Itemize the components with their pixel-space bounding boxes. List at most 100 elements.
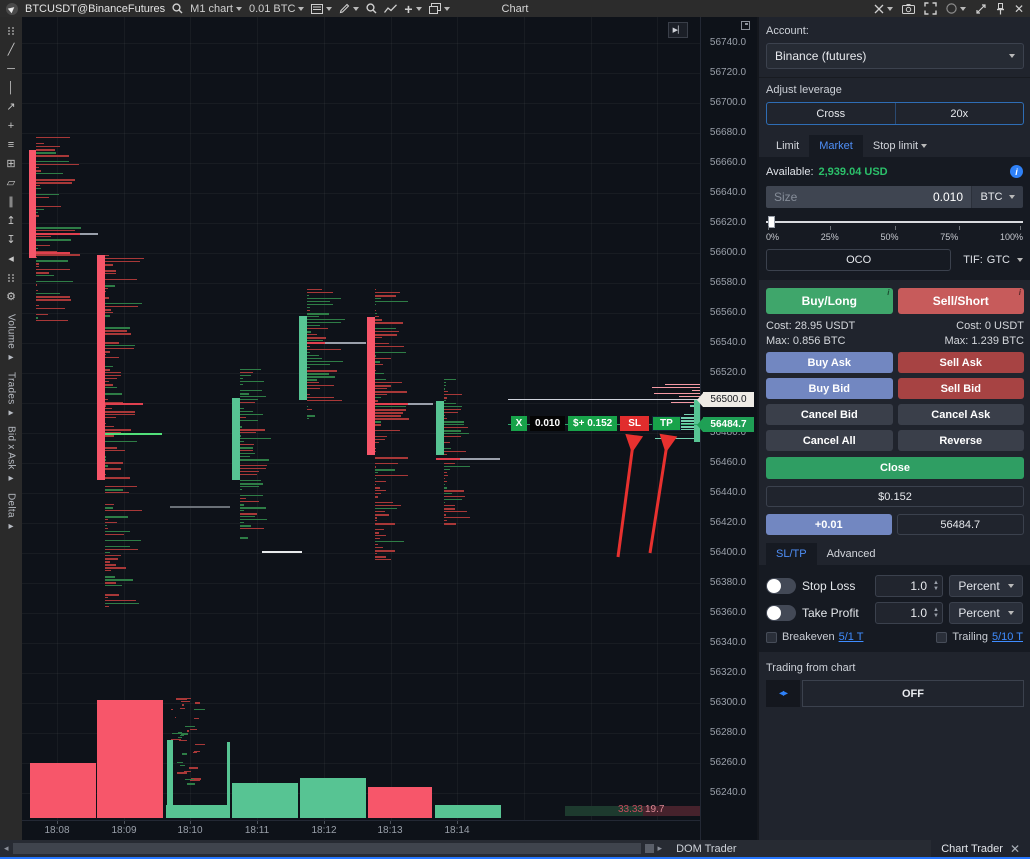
trend-line-tool-icon[interactable]: ╱ — [7, 44, 15, 56]
stop-loss-button[interactable]: SL — [620, 416, 650, 431]
chart-trader-tab[interactable]: Chart Trader ✕ — [931, 840, 1030, 857]
symbol-label[interactable]: BTCUSDT@BinanceFutures — [25, 2, 166, 15]
profile-up-tool-icon[interactable]: ↥ — [6, 215, 16, 227]
trading-from-chart-arrows-icon[interactable]: ◂▸ — [766, 680, 800, 707]
close-icon[interactable]: ✕ — [1009, 841, 1020, 856]
stop-loss-input[interactable]: 1.0 ▲ ▼ — [875, 575, 943, 597]
poc-line — [170, 506, 230, 508]
aggregation-select[interactable]: 0.01 BTC — [249, 1, 305, 16]
cancel-bid-button[interactable]: Cancel Bid — [766, 404, 893, 425]
volume-profile-tool-icon[interactable]: ≡ — [7, 138, 15, 151]
pin-icon[interactable] — [996, 1, 1005, 16]
composite-profile-tool-icon[interactable]: ⊞ — [6, 158, 16, 170]
take-profit-button[interactable]: TP — [652, 416, 681, 431]
margin-mode-button[interactable]: Cross — [767, 103, 896, 124]
cancel-all-button[interactable]: Cancel All — [766, 430, 893, 451]
chart-plot[interactable]: ▶▏ X 0.010 $+ 0.152 SL TP 33.33 19.7 — [22, 17, 700, 820]
symbol-link-circle-icon[interactable] — [946, 1, 966, 16]
tab-stop-limit[interactable]: Stop limit — [863, 135, 937, 157]
breakeven-link[interactable]: 5/1 T — [838, 631, 864, 643]
pnl-field[interactable]: $0.152 — [766, 486, 1024, 507]
settings-gear-icon[interactable]: ⚙ — [6, 291, 16, 303]
horizontal-scrollbar[interactable] — [12, 843, 641, 854]
fullscreen-icon[interactable] — [924, 1, 937, 16]
tif-select[interactable]: TIF: GTC — [963, 254, 1023, 266]
misc-tools-icon[interactable] — [975, 1, 987, 16]
take-profit-input[interactable]: 1.0 ▲ ▼ — [875, 602, 943, 624]
stop-loss-toggle[interactable] — [766, 578, 796, 594]
windows-icon[interactable] — [428, 1, 450, 16]
bottom-panel-volume[interactable]: Volume ▸ — [5, 314, 17, 364]
sell-short-button[interactable]: Sell/Short i — [897, 288, 1024, 314]
info-icon[interactable]: i — [1010, 165, 1023, 178]
tab-sltp[interactable]: SL/TP — [766, 543, 817, 565]
sell-ask-button[interactable]: Sell Ask — [897, 352, 1024, 373]
go-to-latest-button[interactable]: ▶▏ — [668, 22, 688, 38]
tab-limit[interactable]: Limit — [776, 140, 800, 152]
account-select[interactable]: Binance (futures) — [766, 43, 1024, 69]
app-logo-icon[interactable] — [6, 2, 18, 15]
camera-icon[interactable] — [901, 1, 915, 16]
link-cursor-icon[interactable] — [874, 1, 893, 16]
tab-market[interactable]: Market — [809, 135, 863, 157]
cancel-ask-button[interactable]: Cancel Ask — [897, 404, 1024, 425]
size-field[interactable]: Size 0.010 BTC — [766, 186, 1023, 208]
time-axis[interactable]: 18:08 18:09 18:10 18:11 18:12 18:13 18:14 — [22, 820, 700, 840]
footprint-mark — [679, 396, 700, 397]
buy-ask-button[interactable]: Buy Ask — [766, 352, 893, 373]
slider-thumb[interactable] — [768, 216, 775, 228]
bottom-panel-trades[interactable]: Trades ▸ — [5, 371, 17, 419]
scroll-left-icon[interactable]: ◂ — [4, 843, 9, 853]
vertical-line-tool-icon[interactable]: │ — [7, 81, 15, 94]
breakeven-checkbox[interactable] — [766, 631, 777, 643]
cross-tool-icon[interactable]: + — [7, 119, 15, 132]
scroll-right-icon[interactable]: ▸ — [657, 843, 663, 853]
trading-from-chart-off-button[interactable]: OFF — [802, 680, 1024, 707]
window-title: Chart — [501, 2, 529, 15]
position-close-button[interactable]: X — [511, 416, 527, 431]
order-price-field[interactable]: 56484.7 — [896, 514, 1024, 535]
arrow-tool-icon[interactable]: ↗ — [6, 101, 16, 113]
add-icon[interactable]: + — [404, 1, 422, 16]
trailing-link[interactable]: 5/10 T — [992, 631, 1023, 643]
dom-trader-tab[interactable]: DOM Trader — [676, 842, 737, 855]
stepper-icons[interactable]: ▲ ▼ — [933, 607, 939, 619]
size-slider[interactable] — [766, 215, 1023, 231]
zoom-icon[interactable] — [366, 1, 377, 16]
price-axis[interactable]: 56500.0 56484.7 56740.0 56720.0 56700.0 566… — [697, 17, 755, 840]
bottom-panel-bid-x-ask[interactable]: Bid x Ask ▸ — [5, 426, 17, 485]
buy-long-button[interactable]: Buy/Long i — [766, 288, 893, 314]
panels-icon[interactable] — [311, 1, 333, 16]
timeframe-select[interactable]: M1 chart — [190, 1, 242, 16]
stop-loss-unit-select[interactable]: Percent — [949, 575, 1023, 597]
drag-handle-icon[interactable] — [2, 268, 20, 287]
stepper-icons[interactable]: ▲ ▼ — [933, 580, 939, 592]
collapse-icon-icon[interactable]: ◂ — [8, 253, 14, 265]
buy-bid-button[interactable]: Buy Bid — [766, 378, 893, 399]
scrollbar-thumb[interactable] — [644, 844, 654, 853]
footprint-mark — [185, 726, 196, 728]
trailing-checkbox[interactable] — [936, 631, 948, 643]
leverage-button[interactable]: 20x — [950, 107, 969, 120]
oco-button[interactable]: OCO — [766, 249, 952, 271]
draw-tool-icon[interactable] — [339, 1, 360, 16]
footprint-mark — [171, 708, 174, 710]
tab-advanced[interactable]: Advanced — [826, 548, 876, 560]
parallel-channel-tool-icon[interactable]: ∥ — [8, 196, 14, 208]
take-profit-unit-select[interactable]: Percent — [949, 602, 1023, 624]
close-position-button[interactable]: Close — [766, 457, 1024, 479]
drag-handle-icon[interactable] — [2, 21, 20, 40]
close-icon[interactable]: ✕ — [1013, 1, 1024, 16]
reverse-button[interactable]: Reverse — [897, 430, 1024, 451]
axis-settings-icon[interactable] — [741, 21, 750, 30]
horizontal-line-tool-icon[interactable]: ─ — [7, 62, 15, 75]
ruler-tool-icon[interactable]: ▱ — [6, 177, 16, 189]
indicator-icon[interactable] — [384, 1, 398, 16]
bottom-panel-delta[interactable]: Delta ▸ — [5, 492, 17, 532]
size-unit-select[interactable]: BTC — [971, 186, 1023, 208]
tick-add-button[interactable]: +0.01 — [766, 514, 892, 535]
search-icon[interactable] — [172, 1, 183, 16]
sell-bid-button[interactable]: Sell Bid — [897, 378, 1024, 399]
profile-down-tool-icon[interactable]: ↧ — [6, 234, 16, 246]
take-profit-toggle[interactable] — [766, 605, 796, 621]
